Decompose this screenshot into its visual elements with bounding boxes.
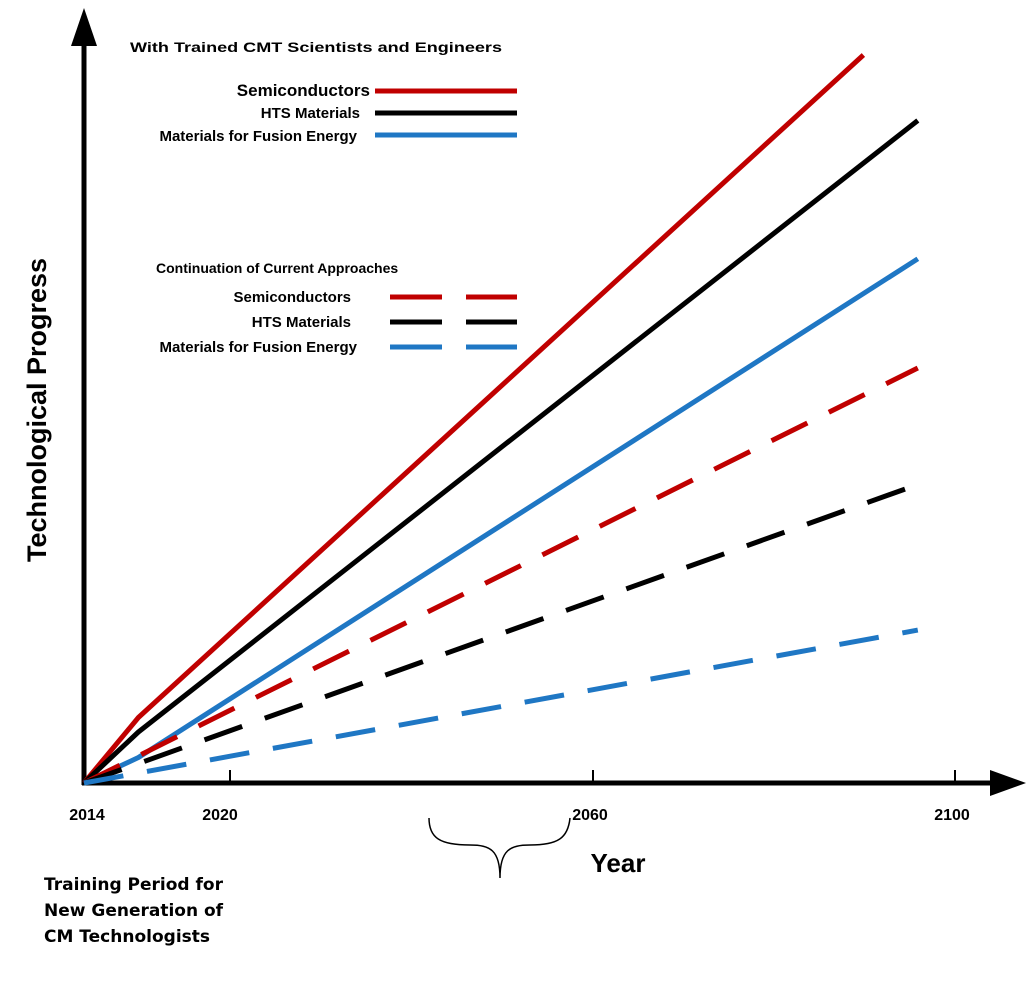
x-axis-arrow-icon <box>990 770 1026 796</box>
annotation-line: New Generation of <box>44 901 224 921</box>
x-tick-label: 2100 <box>934 807 970 824</box>
legend-label-fusion-materials-current: Materials for Fusion Energy <box>159 339 357 356</box>
annotation-line: CM Technologists <box>44 927 211 947</box>
x-tick-label: 2060 <box>572 807 608 824</box>
legend-group-title: Continuation of Current Approaches <box>156 260 398 276</box>
x-axis-label: Year <box>591 848 646 878</box>
training-period-brace <box>428 817 571 879</box>
series-line-hts-materials-current <box>83 482 919 786</box>
y-axis-label: Technological Progress <box>22 258 52 562</box>
legend-label-hts-materials-current: HTS Materials <box>252 314 351 331</box>
series-layer <box>82 53 920 786</box>
annotation-line: Training Period for <box>44 875 223 895</box>
series-line-semiconductors-trained <box>82 53 866 785</box>
series-line-hts-materials-trained <box>82 118 920 785</box>
legend-label-fusion-materials: Materials for Fusion Energy <box>159 128 357 145</box>
series-line-materials-for-fusion-energy-trained <box>82 256 920 786</box>
series-line-materials-for-fusion-energy-current <box>83 627 919 786</box>
x-tick-label: 2014 <box>69 807 105 824</box>
y-axis-arrow-icon <box>71 8 97 46</box>
training-period-annotation: Training Period for New Generation of CM… <box>44 872 304 950</box>
legend-label-semiconductors: Semiconductors <box>237 81 370 100</box>
legend-label-semiconductors-current: Semiconductors <box>233 289 351 306</box>
legend-label-hts-materials: HTS Materials <box>261 105 360 122</box>
series-line-semiconductors-current <box>82 365 919 786</box>
legend-group-title: With Trained CMT Scientists and Engineer… <box>130 39 502 55</box>
x-tick-label: 2020 <box>202 807 238 824</box>
